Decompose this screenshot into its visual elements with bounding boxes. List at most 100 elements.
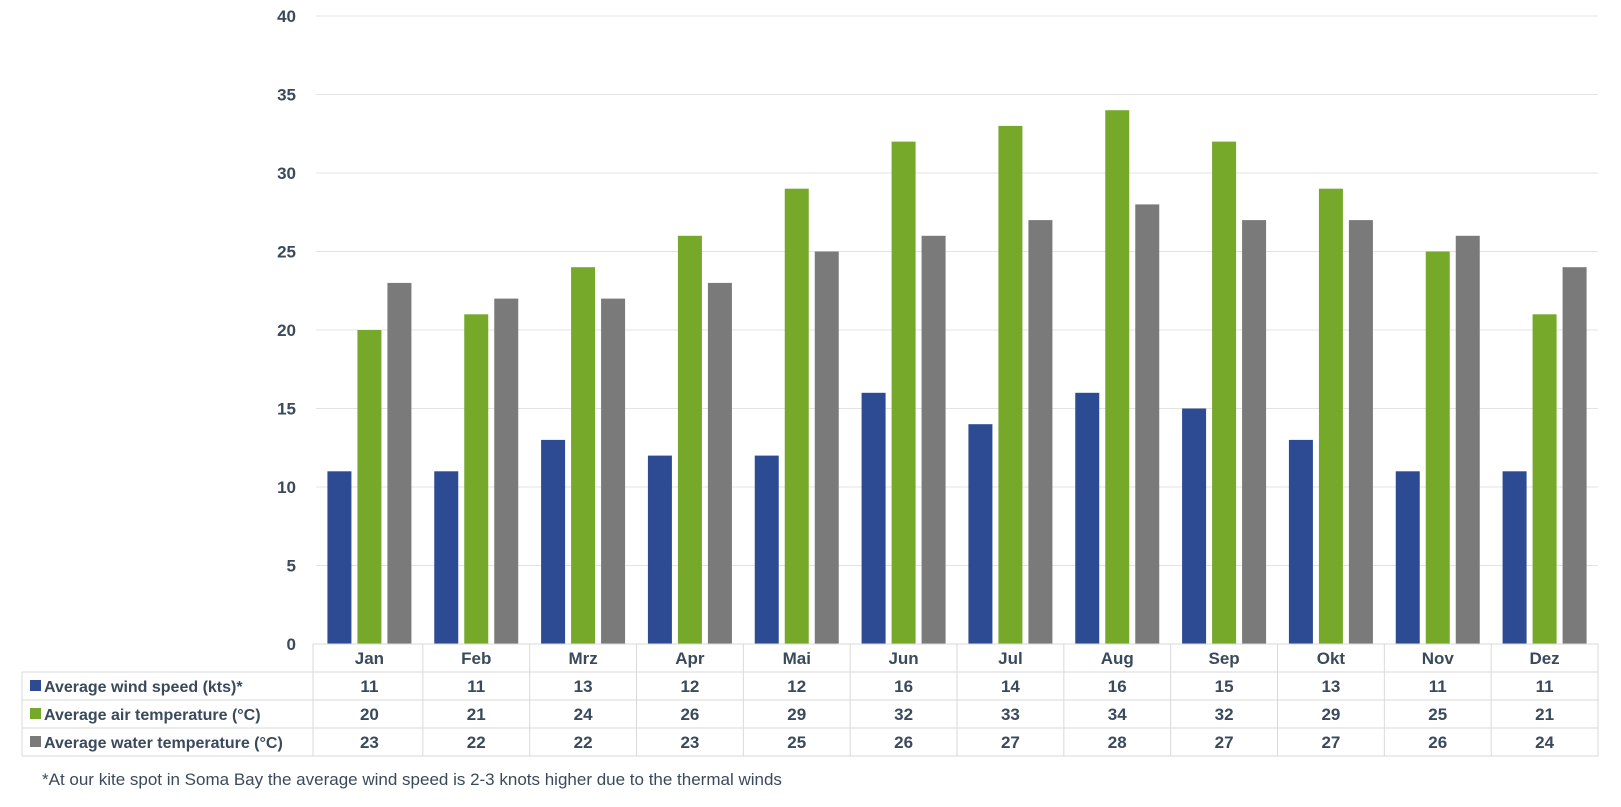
y-tick-label: 30	[277, 164, 296, 183]
x-tick-label: Jul	[998, 649, 1023, 668]
bar	[494, 298, 519, 644]
bars	[327, 110, 1587, 645]
data-label: 11	[1429, 677, 1447, 696]
data-label: 11	[360, 677, 378, 696]
data-label: 21	[467, 705, 486, 724]
data-label: 12	[787, 677, 806, 696]
bar	[464, 314, 489, 644]
data-label: 14	[1001, 677, 1020, 696]
data-label: 16	[894, 677, 913, 696]
data-label: 24	[574, 705, 593, 724]
y-tick-label: 5	[287, 557, 296, 576]
bar	[1562, 267, 1587, 644]
data-label: 28	[1108, 733, 1127, 752]
bar	[1532, 314, 1557, 644]
gridlines	[316, 15, 1598, 566]
bar	[1105, 110, 1130, 644]
bar	[861, 392, 886, 644]
legend-swatch	[30, 708, 41, 719]
data-label: 24	[1535, 733, 1554, 752]
x-tick-label: Apr	[675, 649, 705, 668]
y-tick-label: 40	[277, 7, 296, 26]
bar	[571, 267, 596, 644]
data-label: 26	[894, 733, 913, 752]
bar	[814, 251, 839, 644]
data-label: 22	[467, 733, 486, 752]
bar	[387, 282, 412, 644]
y-tick-label: 15	[277, 400, 296, 419]
data-label: 26	[680, 705, 699, 724]
bar	[754, 455, 779, 644]
data-label: 11	[1536, 677, 1554, 696]
data-label: 32	[1215, 705, 1234, 724]
x-tick-label: Nov	[1422, 649, 1455, 668]
bar	[1028, 220, 1053, 644]
data-label: 20	[360, 705, 379, 724]
data-label: 25	[787, 733, 806, 752]
x-tick-label: Okt	[1317, 649, 1346, 668]
data-label: 23	[360, 733, 379, 752]
x-tick-label: Jun	[888, 649, 918, 668]
bar	[327, 471, 352, 644]
data-label: 21	[1535, 705, 1554, 724]
bar	[891, 141, 916, 644]
bar	[1502, 471, 1527, 644]
data-label: 26	[1428, 733, 1447, 752]
bar	[784, 188, 809, 644]
x-tick-label: Dez	[1529, 649, 1559, 668]
bar	[968, 424, 993, 644]
bar	[1318, 188, 1343, 644]
x-tick-label: Feb	[461, 649, 491, 668]
y-tick-label: 0	[287, 635, 296, 654]
bar	[541, 439, 566, 644]
bar	[1288, 439, 1313, 644]
bar	[707, 282, 732, 644]
bar	[434, 471, 459, 644]
data-label: 12	[680, 677, 699, 696]
bar	[998, 125, 1023, 644]
y-tick-label: 25	[277, 243, 296, 262]
bar	[921, 235, 946, 645]
bar	[1075, 392, 1100, 644]
data-label: 32	[894, 705, 913, 724]
x-tick-label: Aug	[1101, 649, 1134, 668]
legend-label: Average wind speed (kts)*	[44, 679, 243, 696]
data-label: 29	[787, 705, 806, 724]
bar	[1455, 235, 1480, 645]
y-tick-label: 10	[277, 478, 296, 497]
y-tick-label: 35	[277, 86, 296, 105]
data-label: 13	[574, 677, 593, 696]
bar	[1425, 251, 1450, 644]
data-label: 13	[1321, 677, 1340, 696]
x-tick-label: Jan	[355, 649, 384, 668]
bar	[357, 330, 382, 644]
data-label: 11	[467, 677, 485, 696]
data-label: 27	[1215, 733, 1234, 752]
bar	[1182, 408, 1207, 644]
legend-swatch	[30, 736, 41, 747]
x-tick-label: Mai	[783, 649, 811, 668]
legend-swatch	[30, 680, 41, 691]
data-table: Jan Feb Mrz Apr Mai Jun Jul Aug Sep Okt Nov Dez Aver…	[21, 643, 1599, 757]
footnote: *At our kite spot in Soma Bay the averag…	[42, 770, 782, 789]
data-label: 22	[574, 733, 593, 752]
legend-label: Average water temperature (°C)	[44, 735, 283, 752]
data-label: 23	[680, 733, 699, 752]
x-tick-label: Sep	[1208, 649, 1239, 668]
data-label: 15	[1215, 677, 1234, 696]
y-axis-ticks: 0 5 10 15 20 25 30 35 40	[277, 7, 296, 654]
bar	[1242, 220, 1267, 644]
legend-label: Average air temperature (°C)	[44, 707, 261, 724]
data-label: 34	[1108, 705, 1127, 724]
bar	[1348, 220, 1373, 644]
y-tick-label: 20	[277, 321, 296, 340]
data-label: 33	[1001, 705, 1020, 724]
bar	[1212, 141, 1237, 644]
data-label: 29	[1321, 705, 1340, 724]
bar	[1135, 204, 1160, 644]
x-tick-label: Mrz	[568, 649, 597, 668]
data-label: 27	[1001, 733, 1020, 752]
data-label: 16	[1108, 677, 1127, 696]
data-label: 25	[1428, 705, 1447, 724]
